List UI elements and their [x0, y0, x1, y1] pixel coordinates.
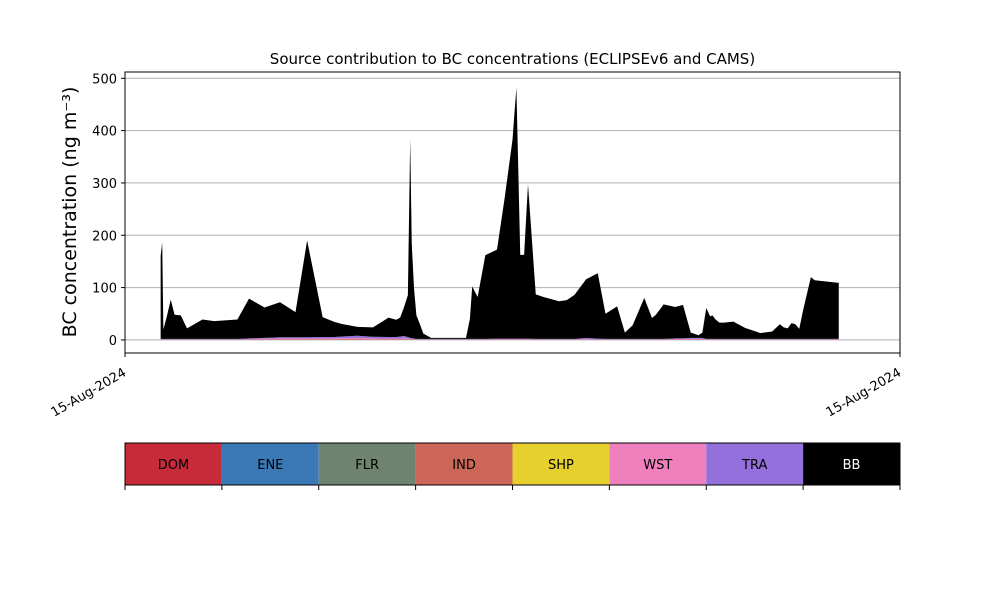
x-tick-label: 15-Aug-2024: [49, 365, 129, 420]
legend-swatch-tra: [706, 443, 804, 485]
y-tick-label: 400: [92, 125, 117, 140]
y-tick-label: 300: [92, 177, 117, 192]
series-area-wst: [160, 337, 839, 340]
plot-area: 0 100 200 300 400 500 15-Aug-2024 15-Aug-2024: [49, 71, 904, 421]
y-tick-label: 0: [109, 334, 117, 349]
legend-swatch-ind: [415, 443, 513, 485]
legend-label-dom: DOM: [158, 458, 189, 473]
plot-frame: [124, 71, 901, 354]
chart-title: Source contribution to BC concentrations…: [270, 50, 755, 68]
x-tick-label: 15-Aug-2024: [824, 365, 904, 420]
y-axis-label: BC concentration (ng m⁻³): [59, 87, 81, 338]
series-area-bb: [160, 87, 839, 339]
legend-label-ene: ENE: [257, 458, 283, 473]
legend-swatch-ene: [221, 443, 319, 485]
legend-label-ind: IND: [452, 458, 476, 473]
legend: DOM ENE FLR IND SHP WST TRA BB: [124, 442, 901, 490]
y-axis: 0 100 200 300 400 500: [92, 72, 125, 349]
y-tick-label: 200: [92, 229, 117, 244]
legend-swatch-wst: [609, 443, 707, 485]
legend-label-tra: TRA: [741, 458, 767, 473]
series-area-ind: [160, 339, 839, 340]
legend-label-wst: WST: [643, 458, 672, 473]
legend-swatch-bb: [803, 443, 900, 485]
legend-swatch-dom: [125, 443, 222, 485]
x-axis: 15-Aug-2024 15-Aug-2024: [49, 353, 904, 421]
legend-swatch-shp: [512, 443, 610, 485]
legend-label-bb: BB: [843, 458, 861, 473]
y-tick-label: 100: [92, 282, 117, 297]
legend-label-shp: SHP: [548, 458, 574, 473]
series-area-tra: [160, 335, 839, 340]
stacked-areas: [160, 87, 839, 340]
legend-label-flr: FLR: [355, 458, 379, 473]
y-tick-label: 500: [92, 72, 117, 87]
legend-swatch-flr: [318, 443, 416, 485]
